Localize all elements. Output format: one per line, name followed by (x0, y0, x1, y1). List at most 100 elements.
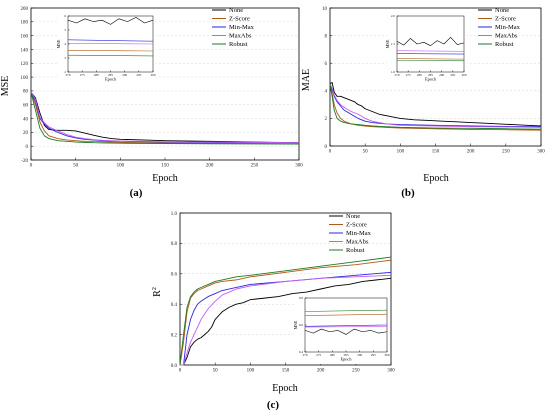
series-line-z-score (179, 259, 392, 366)
y-tick-label: 180 (21, 21, 29, 26)
legend-entry: Min-Max (495, 24, 521, 31)
inset-chart: 270 275 280 285 290 295 300 2 3 4 5 6 Epoch MSE (56, 13, 156, 84)
x-tick-label: 275 (316, 353, 321, 357)
inset-x-label: Epoch (105, 77, 117, 82)
x-tick-label: 275 (80, 73, 85, 77)
legend-entry: Min-Max (229, 24, 255, 31)
x-tick-label: 50 (363, 150, 369, 155)
series-line-maxabs (67, 43, 154, 45)
series-line-min-max (30, 92, 299, 144)
x-tick-label: 285 (344, 353, 349, 357)
x-axis-label: Epoch (152, 173, 178, 184)
legend-entry: Robust (495, 41, 514, 48)
series-line-none (30, 92, 300, 144)
chart-mse: 0 50 100 150 200 250 300-200204060801001201401… (0, 7, 303, 184)
y-tick-label: 0.6 (299, 323, 303, 327)
y-tick-label: 4 (325, 90, 328, 95)
series-line-robust (329, 83, 542, 130)
y-tick-label: 1.0 (171, 212, 178, 217)
x-tick-label: 280 (330, 353, 335, 357)
y-tick-label: 10 (322, 7, 328, 12)
y-axis-label: MAE (301, 69, 312, 91)
y-tick-label: 0 (26, 145, 29, 150)
panel-label-a: (a) (130, 187, 143, 199)
y-tick-label: 8 (325, 34, 328, 39)
x-tick-label: 100 (117, 164, 125, 169)
x-axis-label: Epoch (272, 383, 298, 394)
y-tick-label: 20 (23, 131, 29, 136)
y-tick-label: 2 (325, 117, 328, 122)
x-tick-label: 280 (94, 73, 99, 77)
x-tick-label: 285 (108, 73, 113, 77)
y-tick-label: 1.0 (391, 70, 395, 74)
legend-entry: MaxAbs (229, 33, 252, 40)
x-tick-label: 200 (467, 150, 475, 155)
y-tick-label: 0 (325, 145, 328, 150)
y-tick-label: 40 (23, 117, 29, 122)
x-tick-label: 270 (303, 353, 308, 357)
x-tick-label: 300 (385, 353, 390, 357)
x-tick-label: 300 (295, 164, 303, 169)
legend-entry: None (495, 7, 509, 14)
legend-entry: Z-Score (229, 16, 250, 23)
series-line-maxabs (180, 274, 392, 366)
x-tick-label: 0 (179, 369, 182, 374)
x-tick-label: 275 (406, 73, 411, 77)
y-tick-label: 100 (21, 76, 29, 81)
series-line-maxabs (329, 83, 542, 128)
x-tick-label: 250 (502, 150, 510, 155)
series-line-none (329, 82, 542, 127)
legend-entry: Robust (229, 41, 248, 48)
y-tick-label: 6 (64, 14, 66, 18)
inset-y-label: MSE (56, 39, 61, 48)
legend-entry: None (346, 213, 360, 220)
series-line-min-max (67, 39, 154, 42)
y-tick-label: 200 (21, 7, 29, 12)
x-tick-label: 300 (387, 369, 395, 374)
x-tick-label: 100 (247, 369, 255, 374)
y-tick-label: 0.2 (171, 333, 178, 338)
legend-entry: None (229, 7, 243, 14)
x-tick-label: 100 (397, 150, 405, 155)
series-line-robust (67, 54, 154, 57)
y-tick-label: 160 (21, 34, 29, 39)
y-axis-label: MSE (0, 76, 11, 97)
series-line-maxabs (304, 326, 388, 328)
x-tick-label: 150 (161, 164, 169, 169)
legend-entry: Min-Max (346, 230, 372, 237)
x-tick-label: 285 (428, 73, 433, 77)
legend-entry: Robust (346, 247, 365, 254)
y-tick-label: 0.6 (171, 273, 178, 278)
inset-background (295, 295, 390, 364)
x-tick-label: 300 (151, 73, 156, 77)
series-line-none (180, 277, 392, 366)
series-line-robust (396, 59, 465, 62)
y-axis-label-superscript: 2 (152, 287, 158, 290)
x-tick-label: 280 (417, 73, 422, 77)
legend-entry: MaxAbs (346, 239, 369, 246)
y-tick-label: 0.4 (299, 350, 303, 354)
y-tick-label: 3 (64, 56, 66, 60)
inset-x-label: Epoch (341, 357, 353, 362)
y-tick-label: 140 (21, 48, 29, 53)
panel-label-c: (c) (267, 399, 280, 411)
x-tick-label: 300 (462, 73, 467, 77)
series-line-none (67, 17, 154, 25)
x-tick-label: 50 (213, 369, 219, 374)
y-tick-label: 5 (64, 28, 66, 32)
y-tick-label: 1.5 (391, 42, 395, 46)
y-tick-label: 2.0 (391, 14, 395, 18)
y-tick-label: 2 (64, 70, 66, 74)
y-tick-label: 4 (64, 42, 66, 46)
series-line-robust (304, 309, 388, 312)
x-tick-label: 250 (352, 369, 360, 374)
x-tick-label: 50 (73, 164, 79, 169)
y-tick-label: 0.8 (171, 242, 178, 247)
series-line-maxabs (396, 50, 465, 52)
x-tick-label: 290 (122, 73, 127, 77)
chart-mae: 0 50 100 150 200 250 300 0 2 4 6 8 10 Epoch MAE None Z-S… (301, 7, 545, 184)
y-tick-label: 6 (325, 62, 328, 67)
x-axis-label: Epoch (423, 173, 449, 184)
y-tick-label: 80 (23, 90, 29, 95)
